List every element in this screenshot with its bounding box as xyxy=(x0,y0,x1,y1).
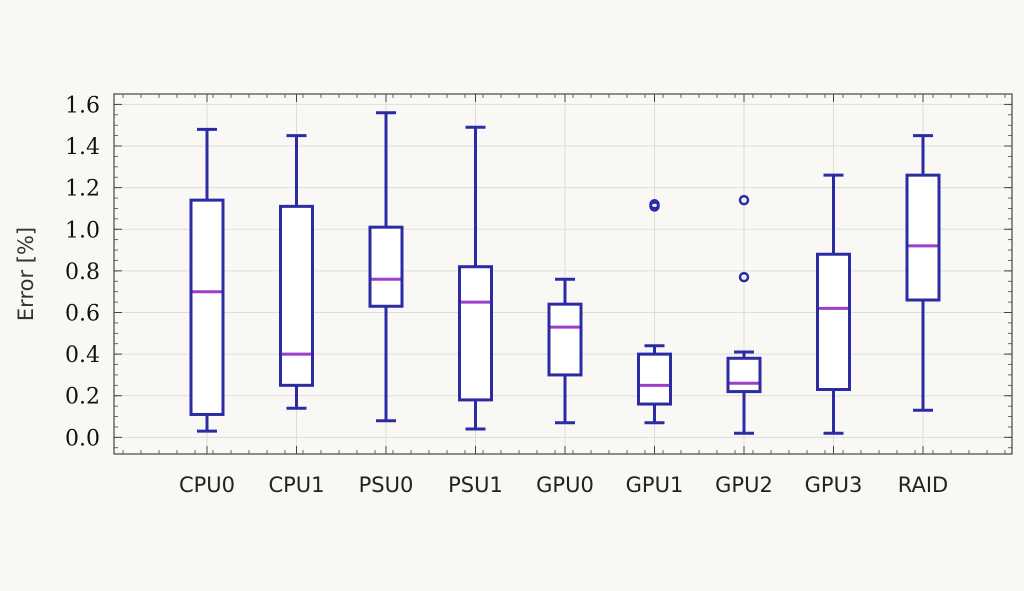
box-gpu2 xyxy=(726,194,762,435)
iqr-box xyxy=(637,352,672,406)
x-tick-label: GPU0 xyxy=(536,473,594,497)
iqr-box xyxy=(368,225,404,308)
outlier-point xyxy=(649,199,660,210)
y-tick-label: 1.2 xyxy=(65,177,100,202)
outlier-point xyxy=(738,194,750,206)
iqr-box xyxy=(279,204,314,387)
box-psu0 xyxy=(368,111,404,423)
minor-ticks xyxy=(114,94,1012,454)
y-tick-label: 0.2 xyxy=(65,385,100,410)
x-tick-label: CPU0 xyxy=(179,473,235,497)
outlier-point xyxy=(738,271,750,283)
y-tick-labels: 0.0 0.2 0.4 0.6 0.8 1.0 1.2 1.4 1.6 xyxy=(65,93,100,451)
box-cpu0 xyxy=(189,127,225,433)
y-tick-label: 1.4 xyxy=(65,135,100,160)
y-tick-label: 1.0 xyxy=(65,218,100,243)
box-cpu1 xyxy=(279,134,314,410)
box-gpu1 xyxy=(637,199,672,425)
boxes xyxy=(189,111,941,435)
iqr-box xyxy=(547,302,583,377)
box-raid xyxy=(905,134,941,412)
x-tick-label: GPU3 xyxy=(805,473,863,497)
y-tick-label: 0.6 xyxy=(65,301,100,326)
x-tick-label: GPU1 xyxy=(626,473,684,497)
grid xyxy=(114,94,1012,454)
y-tick-label: 0.4 xyxy=(65,343,100,368)
box-gpu3 xyxy=(816,173,851,435)
x-tick-label: PSU0 xyxy=(359,473,414,497)
x-tick-label: PSU1 xyxy=(448,473,503,497)
box-gpu0 xyxy=(547,277,583,425)
iqr-box xyxy=(816,252,851,391)
iqr-box xyxy=(905,173,941,302)
y-axis-label: Error [%] xyxy=(14,227,38,321)
y-tick-label: 1.6 xyxy=(65,93,100,118)
x-tick-labels: CPU0 CPU1 PSU0 PSU1 GPU0 GPU1 GPU2 GPU3 RAID xyxy=(179,473,948,497)
box-psu1 xyxy=(458,125,493,431)
plot-frame xyxy=(113,93,1013,455)
iqr-box xyxy=(726,356,762,394)
y-tick-label: 0.8 xyxy=(65,260,100,285)
x-tick-label: GPU2 xyxy=(715,473,773,497)
x-tick-label: RAID xyxy=(898,473,948,497)
iqr-box xyxy=(458,265,493,402)
x-tick-label: CPU1 xyxy=(268,473,324,497)
y-tick-label: 0.0 xyxy=(65,426,100,451)
iqr-box xyxy=(189,198,225,416)
